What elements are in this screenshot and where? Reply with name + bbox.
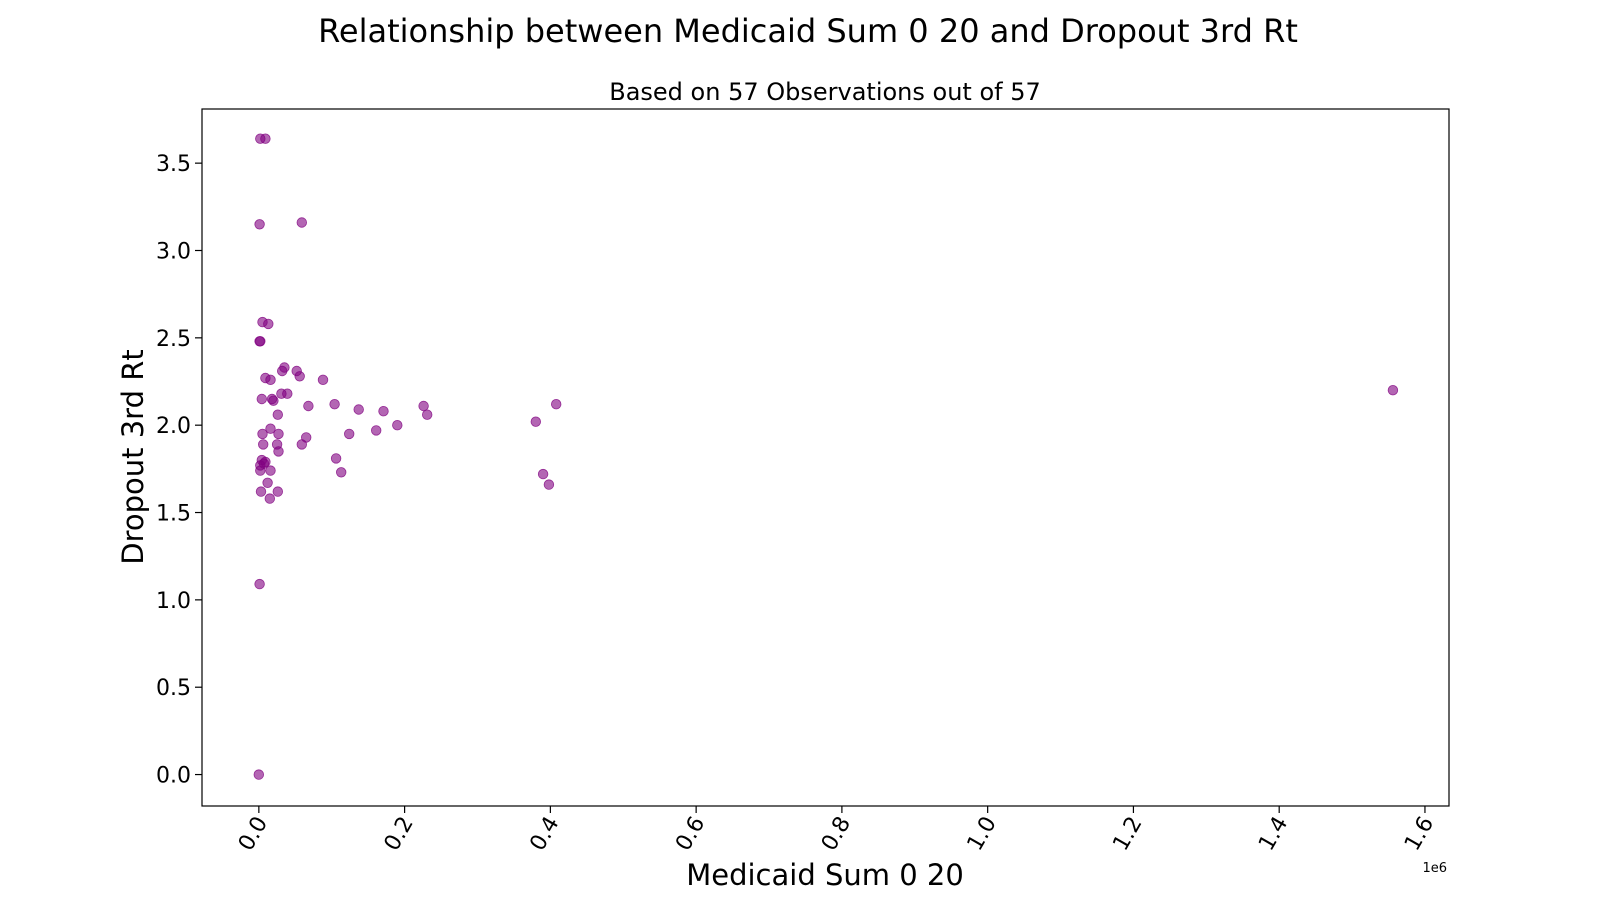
- data-point: [353, 404, 364, 415]
- data-point: [263, 318, 274, 330]
- plot-frame: [201, 108, 1450, 807]
- data-point: [336, 467, 347, 478]
- x-tick-label: 1.0: [963, 813, 1002, 856]
- data-point: [418, 400, 429, 412]
- data-point: [378, 406, 389, 417]
- data-point: [272, 486, 284, 497]
- data-point: [255, 336, 266, 347]
- x-ticks: 0.0 0.2 0.4 0.6 0.8 1.0 1.2 1.4 1.6: [234, 806, 1439, 855]
- data-point: [253, 769, 264, 780]
- x-tick-label: 0.4: [525, 813, 564, 856]
- y-tick-label: 2.5: [156, 327, 191, 352]
- y-tick-label: 3.0: [156, 239, 191, 264]
- data-point: [317, 374, 329, 386]
- data-point: [1387, 385, 1399, 396]
- data-point: [330, 453, 342, 464]
- data-point: [537, 468, 549, 480]
- data-point: [255, 486, 267, 497]
- data-point: [264, 493, 276, 504]
- y-axis-label: Dropout 3rd Rt: [116, 349, 150, 565]
- x-tick-label: 0.2: [380, 813, 419, 856]
- x-axis-label: Medicaid Sum 0 20: [686, 858, 964, 892]
- data-point: [268, 395, 279, 406]
- data-point: [258, 458, 270, 469]
- data-point: [551, 399, 562, 410]
- data-point: [282, 388, 293, 399]
- x-tick-label: 0.8: [817, 813, 856, 856]
- data-point: [265, 374, 276, 386]
- data-point: [265, 423, 276, 434]
- x-tick-label: 1.2: [1108, 813, 1147, 856]
- data-point: [392, 420, 403, 431]
- chart-subtitle: Based on 57 Observations out of 57: [609, 78, 1041, 106]
- data-point: [294, 371, 305, 382]
- y-tick-label: 0.5: [156, 676, 191, 701]
- x-tick-label: 1.6: [1400, 813, 1439, 856]
- data-point: [272, 409, 284, 420]
- data-point: [258, 439, 269, 450]
- points-layer: [253, 133, 1399, 780]
- data-point: [277, 365, 288, 377]
- y-tick-label: 2.0: [156, 414, 191, 439]
- data-point: [254, 219, 265, 230]
- x-tick-label: 0.6: [671, 813, 710, 856]
- data-point: [543, 479, 555, 490]
- data-point: [273, 446, 284, 457]
- data-point: [344, 428, 355, 440]
- data-point: [371, 425, 382, 436]
- x-tick-label: 1.4: [1254, 813, 1293, 856]
- data-point: [422, 409, 433, 420]
- y-tick-label: 3.5: [156, 152, 191, 177]
- data-point: [257, 428, 268, 440]
- x-tick-label: 0.0: [234, 813, 273, 856]
- data-point: [530, 416, 542, 427]
- data-point: [303, 400, 314, 412]
- data-point: [296, 439, 308, 450]
- y-ticks: 0.0 0.5 1.0 1.5 2.0 2.5 3.0 3.5: [156, 152, 202, 789]
- chart-title: Relationship between Medicaid Sum 0 20 a…: [318, 12, 1298, 50]
- data-point: [273, 428, 284, 440]
- y-tick-label: 1.0: [156, 589, 191, 614]
- data-point: [329, 399, 340, 410]
- y-tick-label: 0.0: [156, 764, 191, 789]
- data-point: [256, 393, 268, 405]
- x-axis-offset-label: 1e6: [1422, 861, 1447, 876]
- data-point: [296, 217, 308, 228]
- data-point: [260, 133, 271, 144]
- y-tick-label: 1.5: [156, 502, 191, 527]
- data-point: [265, 465, 276, 476]
- data-point: [262, 477, 273, 489]
- data-point: [254, 578, 265, 590]
